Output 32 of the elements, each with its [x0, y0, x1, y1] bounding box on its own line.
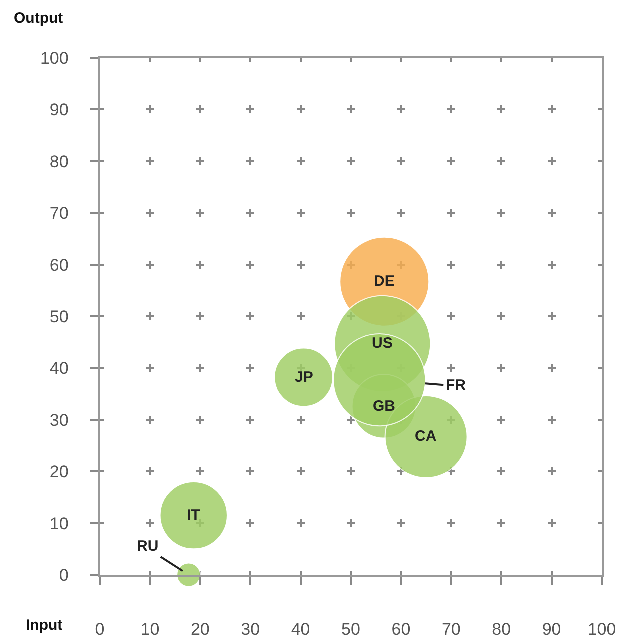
- y-tick-label: 70: [50, 204, 69, 224]
- x-tick-label: 90: [542, 620, 562, 635]
- annotation: DE: [374, 273, 395, 290]
- annotation: FR: [446, 377, 466, 394]
- y-axis-title: Output: [14, 10, 64, 27]
- annotation: IT: [187, 507, 200, 524]
- x-tick-label: 0: [95, 620, 105, 635]
- x-tick-label: 30: [241, 620, 260, 635]
- y-tick-label: 40: [50, 359, 69, 378]
- y-tick-label: 0: [59, 566, 69, 585]
- annotation: GB: [373, 398, 396, 415]
- y-tick-label: 80: [50, 152, 69, 172]
- annotation: JP: [295, 369, 314, 386]
- x-axis-title: Input: [26, 617, 63, 634]
- x-tick-label: 20: [190, 620, 210, 635]
- x-tick-label: 80: [492, 620, 512, 635]
- x-tick-label: 40: [291, 620, 310, 635]
- y-tick-label: 10: [50, 514, 69, 534]
- x-tick-label: 70: [442, 620, 461, 635]
- y-tick-label: 30: [50, 410, 69, 430]
- x-tick-label: 60: [392, 620, 411, 635]
- y-tick-label: 50: [50, 307, 69, 326]
- y-tick-label: 60: [50, 256, 69, 275]
- annotation: RU: [137, 538, 159, 555]
- y-tick-label: 100: [40, 48, 69, 68]
- x-tick-label: 10: [140, 620, 160, 635]
- y-tick-label: 20: [50, 462, 69, 482]
- y-tick-label: 90: [50, 100, 69, 120]
- x-tick-label: 100: [588, 620, 616, 635]
- annotation: US: [372, 335, 393, 352]
- annotation: CA: [415, 428, 437, 445]
- x-tick-label: 50: [342, 620, 360, 635]
